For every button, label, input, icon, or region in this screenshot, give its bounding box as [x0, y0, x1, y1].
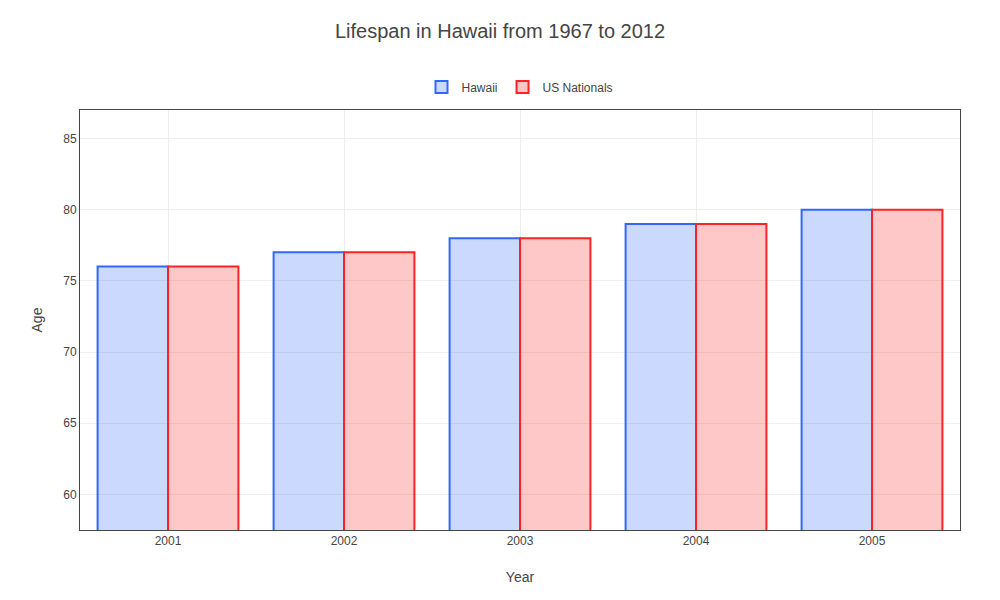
svg-text:70: 70 [63, 345, 77, 359]
svg-text:2002: 2002 [331, 534, 358, 548]
svg-text:Year: Year [506, 569, 535, 585]
svg-text:60: 60 [63, 488, 77, 502]
svg-text:80: 80 [63, 203, 77, 217]
svg-text:US Nationals: US Nationals [543, 81, 613, 95]
svg-text:Lifespan in Hawaii from 1967 t: Lifespan in Hawaii from 1967 to 2012 [335, 20, 665, 42]
svg-text:85: 85 [63, 132, 77, 146]
svg-text:65: 65 [63, 416, 77, 430]
svg-text:2004: 2004 [683, 534, 710, 548]
svg-text:75: 75 [63, 274, 77, 288]
svg-text:Age: Age [29, 307, 45, 332]
svg-text:2005: 2005 [859, 534, 886, 548]
svg-text:Hawaii: Hawaii [462, 81, 498, 95]
svg-text:2001: 2001 [155, 534, 182, 548]
svg-text:2003: 2003 [507, 534, 534, 548]
